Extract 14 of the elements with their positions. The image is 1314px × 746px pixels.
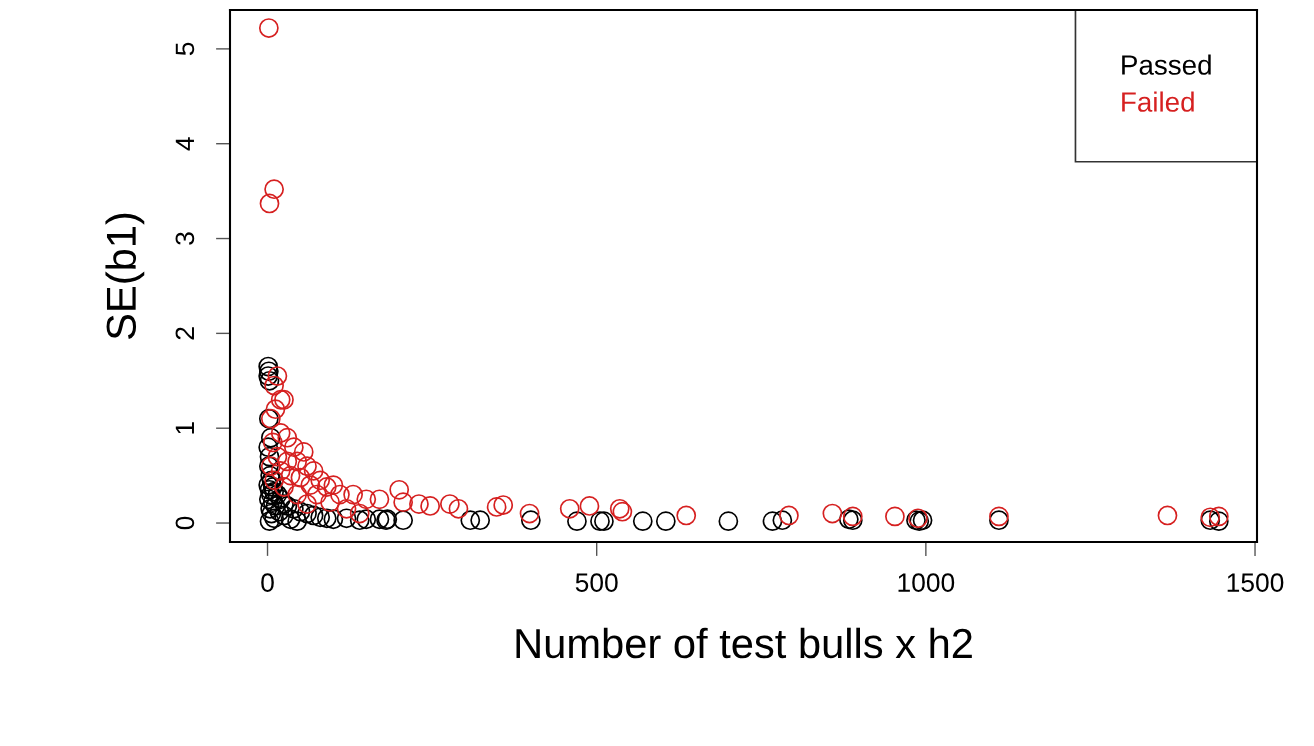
y-tick-label: 1 — [175, 422, 194, 434]
y-tick-label: 2 — [175, 327, 194, 340]
x-tick-label: 1500 — [1227, 573, 1284, 592]
x-tick-label: 0 — [261, 573, 274, 592]
x-tick-label: 500 — [575, 573, 618, 592]
y-tick-label: 3 — [175, 232, 195, 245]
y-axis-title: SE(b1) — [105, 213, 145, 339]
text: Passed — [1122, 54, 1211, 75]
x-tick-label: 1000 — [898, 573, 955, 592]
y-tick-label: 0 — [175, 516, 195, 530]
y-tick-label: 4 — [175, 137, 194, 151]
y-tick-label: 5 — [175, 42, 195, 56]
x-axis-title: Number of test bulls x h2 — [516, 627, 972, 659]
text: Failed — [1122, 91, 1194, 112]
